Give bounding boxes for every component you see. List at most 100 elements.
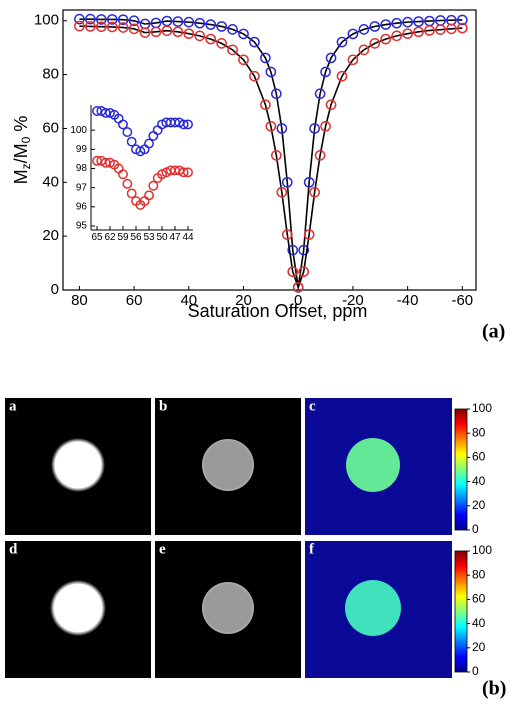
x-tick-label: -60: [451, 292, 473, 309]
data-point: [172, 16, 184, 27]
data-point: [148, 180, 159, 191]
data-point: [128, 23, 140, 35]
data-point: [106, 14, 118, 25]
panel-letter: c: [309, 398, 316, 414]
colorbar-tick-label: 20: [472, 498, 486, 512]
data-point: [435, 24, 446, 36]
data-point: [260, 99, 271, 111]
data-point: [413, 16, 424, 27]
data-point: [148, 130, 159, 141]
data-point: [413, 26, 424, 38]
data-point: [380, 33, 392, 45]
y-tick-label: 100: [70, 125, 87, 136]
data-point: [183, 167, 193, 178]
data-point: [126, 136, 137, 147]
colorbar-tick-label: 80: [472, 425, 486, 439]
x-tick-label: 65: [91, 232, 103, 243]
data-point: [358, 24, 370, 35]
data-point: [122, 127, 133, 138]
data-point: [178, 119, 189, 130]
phantom: [51, 438, 105, 492]
data-point: [265, 66, 277, 78]
y-tick-label: 95: [76, 221, 88, 232]
data-point: [118, 169, 128, 180]
panel-letter: e: [159, 541, 166, 557]
data-point: [287, 244, 299, 256]
data-point: [380, 19, 392, 30]
colorbar-tick-label: 60: [472, 592, 486, 606]
data-point: [336, 70, 348, 82]
x-tick-label: 47: [169, 232, 181, 243]
data-point: [144, 138, 154, 149]
data-point: [303, 229, 315, 240]
panel-letter: a: [9, 398, 17, 414]
y-axis-label-part: %: [11, 116, 31, 137]
data-point: [358, 44, 370, 56]
colorbar-tick-label: 0: [472, 664, 479, 678]
y-tick-label: 96: [76, 201, 88, 212]
data-point: [178, 167, 189, 178]
colorbar-tick-label: 20: [472, 640, 486, 654]
panel-letter: d: [9, 541, 18, 557]
data-point: [369, 21, 381, 32]
colorbar-tick-label: 40: [472, 474, 486, 488]
y-axis-label-part: M: [11, 169, 31, 184]
data-point: [281, 176, 293, 188]
data-point: [139, 27, 151, 38]
data-point: [270, 150, 282, 161]
x-tick-label: -20: [342, 292, 364, 309]
data-point: [402, 16, 413, 28]
data-point: [95, 21, 107, 33]
data-point: [276, 186, 288, 198]
colorbar: [454, 408, 468, 531]
data-point: [117, 14, 129, 26]
phantom: [50, 580, 106, 636]
panel-label: (b): [482, 678, 506, 700]
y-tick-label: 20: [42, 227, 59, 244]
data-point: [118, 119, 128, 130]
panel-letter: f: [309, 541, 315, 557]
data-point: [320, 66, 331, 78]
data-point: [205, 19, 217, 30]
colorbar-tick-label: 60: [472, 450, 486, 464]
data-point: [309, 123, 320, 134]
colorbar-tick-label: 100: [472, 401, 492, 415]
panel-label: (a): [482, 321, 505, 343]
x-tick-label: -40: [397, 292, 419, 309]
data-point: [424, 25, 435, 36]
series: [92, 106, 193, 157]
data-point: [391, 17, 403, 29]
x-tick-label: 20: [235, 292, 252, 309]
data-point: [122, 178, 133, 189]
data-point: [249, 70, 260, 82]
fit-line: [79, 25, 463, 290]
data-point: [150, 26, 162, 38]
colorbar: [454, 550, 468, 673]
data-point: [85, 21, 96, 32]
colorbar-tick-label: 80: [472, 567, 486, 581]
data-point: [172, 26, 184, 38]
data-point: [144, 190, 154, 201]
x-tick-label: 60: [126, 292, 143, 309]
x-tick-label: 56: [130, 232, 142, 243]
fit-line: [79, 18, 463, 288]
x-tick-label: 40: [180, 292, 197, 309]
data-point: [303, 176, 315, 188]
y-axis-label-part: 0: [19, 136, 33, 143]
data-point: [183, 16, 195, 28]
y-tick-label: 100: [34, 12, 59, 29]
data-point: [391, 30, 403, 42]
y-axis-label-part: /M: [11, 143, 31, 163]
data-point: [183, 119, 193, 130]
x-axis-label: Saturation Offset, ppm: [188, 301, 368, 321]
y-tick-label: 0: [51, 281, 59, 298]
series: [74, 13, 468, 293]
y-tick-label: 97: [76, 182, 88, 193]
colorbar-tick-label: 0: [472, 522, 479, 536]
y-axis-label: Mz/M0 %: [11, 116, 33, 185]
y-axis-label-part: z: [19, 163, 33, 169]
y-tick-label: 98: [76, 163, 88, 174]
colorbar-tick-label: 40: [472, 616, 486, 630]
data-point: [74, 13, 85, 25]
